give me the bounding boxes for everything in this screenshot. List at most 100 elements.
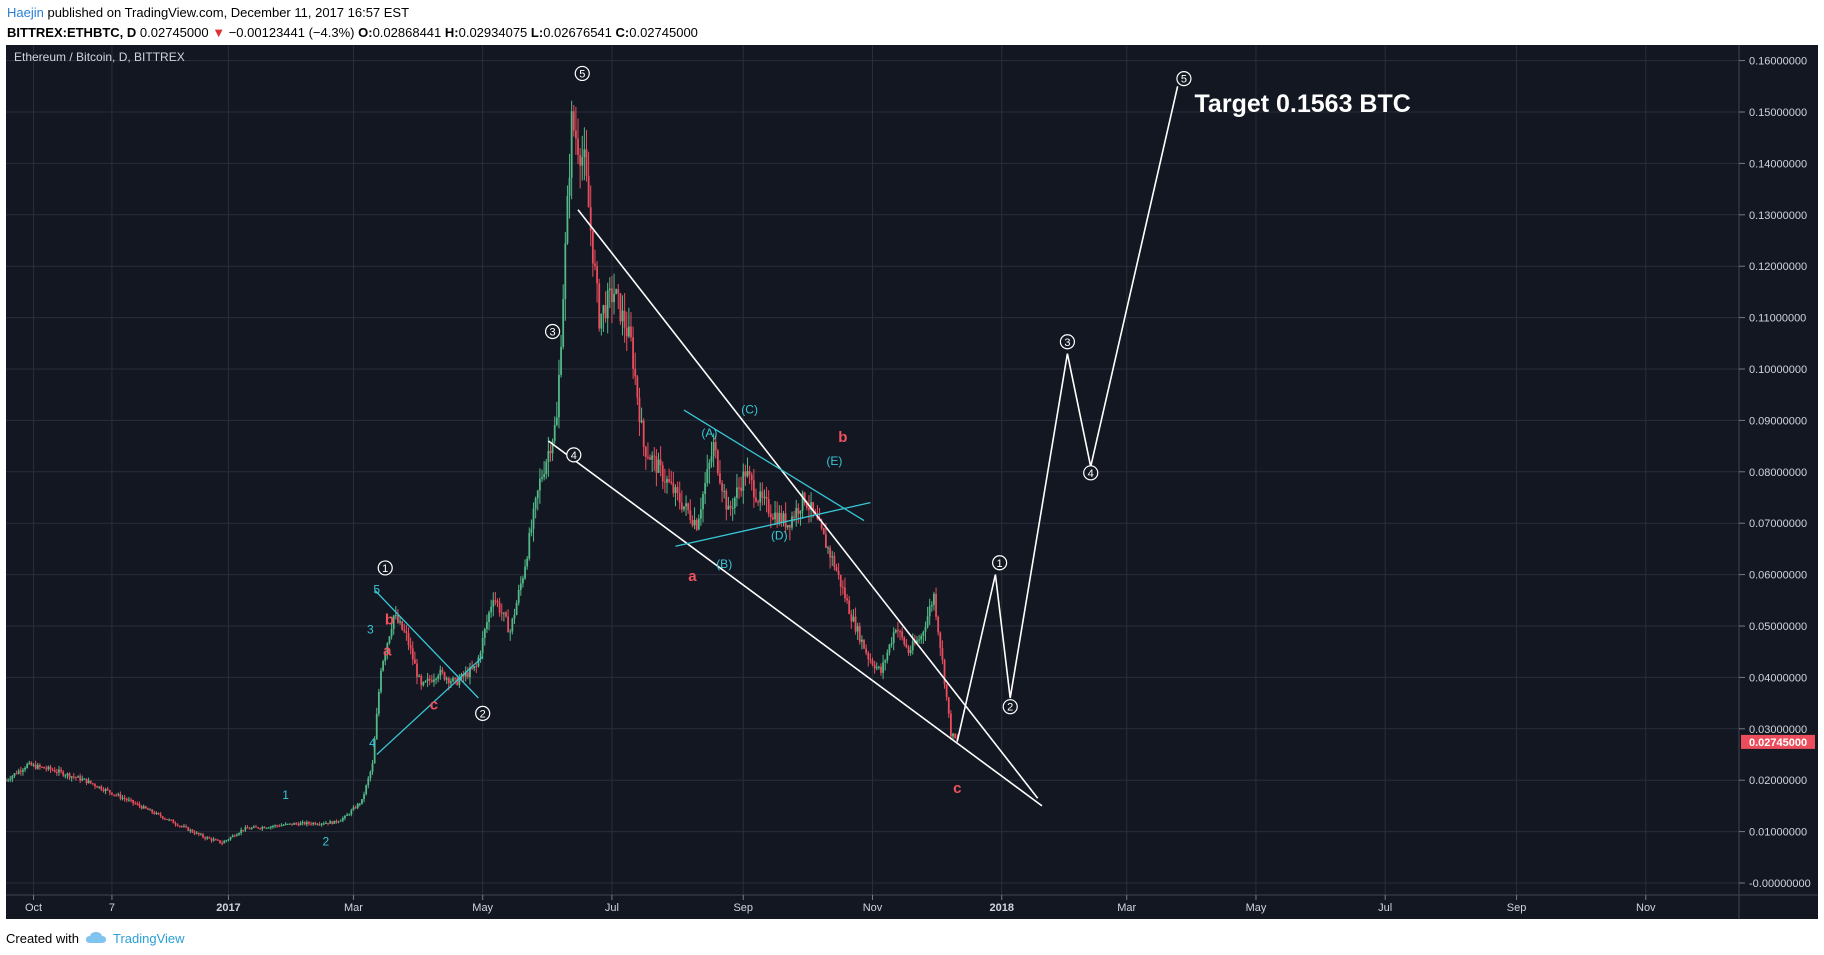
candle-body <box>331 821 334 824</box>
candle-body <box>880 666 882 673</box>
trendline-lower[interactable] <box>547 440 1043 807</box>
candle-body <box>9 779 12 781</box>
candle-body <box>403 629 406 632</box>
red-wave-label: c <box>953 780 961 797</box>
red-wave-label: a <box>383 642 392 659</box>
candle-body <box>757 501 759 503</box>
wave-labels: 123451234512354(A)(B)(C)(D)(E)bacbacTarg… <box>282 65 1411 848</box>
candle-body <box>284 823 287 825</box>
target-annotation[interactable]: Target 0.1563 BTC <box>1195 90 1411 118</box>
candle-body <box>392 615 395 630</box>
candle-body <box>769 513 772 518</box>
price-tick-label: 0.13000000 <box>1749 210 1807 222</box>
candle-body <box>649 457 651 460</box>
candle-body <box>318 824 321 826</box>
candle-body <box>426 678 429 682</box>
candle-body <box>168 819 171 821</box>
candle-body <box>672 483 675 494</box>
candle-body <box>94 784 96 787</box>
candle-body <box>469 667 471 678</box>
candle-body <box>261 827 264 829</box>
candle-body <box>538 478 541 491</box>
candle-body <box>689 510 692 520</box>
candle-body <box>736 487 738 498</box>
candle-body <box>98 786 101 788</box>
candle-body <box>142 806 145 809</box>
candle-body <box>647 457 649 459</box>
red-wave-label: a <box>688 568 697 585</box>
candle-body <box>28 762 31 764</box>
candle-body <box>850 614 853 622</box>
candle-body <box>920 635 923 640</box>
author-link[interactable]: Haejin <box>7 5 44 20</box>
candle-body <box>638 397 641 423</box>
tradingview-link[interactable]: TradingView <box>112 930 185 946</box>
candle-body <box>619 293 622 322</box>
red-wave-label: b <box>385 611 394 628</box>
price-tick-label: 0.09000000 <box>1749 415 1807 427</box>
candle-body <box>803 492 806 503</box>
trendline-upper[interactable] <box>577 209 1039 799</box>
cyan-trendline[interactable] <box>374 589 479 699</box>
candle-body <box>918 639 921 641</box>
candle-body <box>24 767 26 770</box>
candle-body <box>812 502 815 512</box>
candle-body <box>204 837 207 839</box>
candle-body <box>297 823 300 826</box>
candle-body <box>5 780 7 782</box>
candle-body <box>43 766 46 769</box>
candle-body <box>835 567 838 571</box>
candle-body <box>712 442 715 457</box>
candle-body <box>810 502 812 510</box>
candle-body <box>528 532 531 559</box>
candle-body <box>623 310 626 328</box>
price-tick-label: 0.01000000 <box>1749 827 1807 839</box>
candle-body <box>174 823 177 825</box>
candle-body <box>87 780 90 784</box>
candle-body <box>104 788 107 792</box>
candle-body <box>890 643 893 645</box>
candle-body <box>596 266 598 284</box>
candle-body <box>244 827 247 831</box>
candle-body <box>642 420 645 447</box>
candle-body <box>185 826 187 828</box>
candle-body <box>882 662 884 673</box>
candle-body <box>189 829 192 831</box>
wave-number: 5 <box>1181 74 1187 86</box>
candle-body <box>558 374 560 418</box>
candle-body <box>591 230 594 264</box>
candle-body <box>653 455 656 457</box>
candle-body <box>363 794 365 800</box>
candle-body <box>369 771 372 779</box>
candle-body <box>422 682 425 686</box>
candle-body <box>166 819 168 821</box>
ohlc-high-value: 0.02934075 <box>458 25 528 40</box>
candle-body <box>928 606 931 617</box>
candle-body <box>238 833 240 835</box>
wave-number: 1 <box>997 558 1003 570</box>
candle-body <box>424 681 427 683</box>
cyan-wave-label: (B) <box>716 557 732 571</box>
cyan-trendline[interactable] <box>675 501 871 547</box>
trendline-projection[interactable] <box>956 86 1179 742</box>
candle-body <box>119 794 122 799</box>
chart-title: Ethereum / Bitcoin, D, BITTREX <box>14 50 185 64</box>
candle-body <box>83 778 86 780</box>
chart-area[interactable]: 0.16000000 0.15000000 0.14000000 0.13000000… <box>5 45 1818 919</box>
candle-body <box>481 637 484 653</box>
price-chart[interactable]: 0.16000000 0.15000000 0.14000000 0.13000000… <box>5 45 1818 919</box>
candle-body <box>100 786 103 790</box>
candle-body <box>640 420 643 423</box>
candle-body <box>356 803 359 809</box>
candle-body <box>714 442 717 451</box>
candle-body <box>233 835 236 837</box>
candle-body <box>606 290 609 319</box>
candle-body <box>136 803 139 805</box>
candle-body <box>719 473 721 483</box>
tradingview-cloud-icon <box>85 932 106 943</box>
candle-body <box>935 593 937 617</box>
cyan-trendline[interactable] <box>683 409 865 522</box>
cyan-trendline[interactable] <box>376 656 484 755</box>
candle-body <box>58 769 60 773</box>
candle-body <box>62 771 65 776</box>
